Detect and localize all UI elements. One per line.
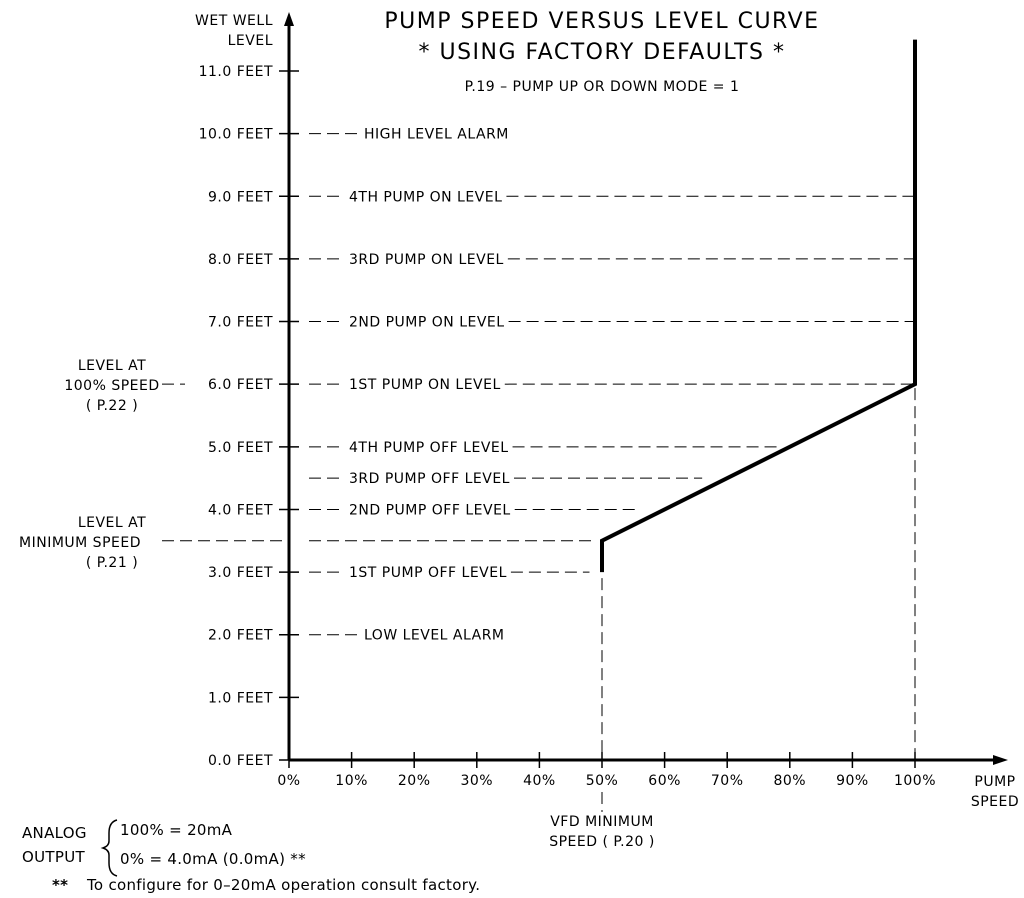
x-tick-label: 0%: [277, 773, 300, 789]
x-axis-title-line-2: SPEED: [971, 794, 1019, 810]
chart-title: PUMP SPEED VERSUS LEVEL CURVE: [384, 9, 819, 34]
y-tick-label: 5.0 FEET: [208, 440, 273, 456]
footnote-text: To configure for 0–20mA operation consul…: [86, 876, 480, 894]
y-axis-title-line-2: LEVEL: [228, 33, 273, 49]
x-tick-label: 80%: [773, 773, 806, 789]
vfd-min-label-line-2: SPEED ( P.20 ): [549, 834, 655, 850]
level-100-label-line-1: LEVEL AT: [78, 358, 146, 374]
level-label: 3RD PUMP OFF LEVEL: [349, 471, 510, 487]
y-axis-arrow-icon: [284, 12, 294, 26]
level-min-label-line-3: ( P.21 ): [86, 555, 138, 571]
y-tick-label: 9.0 FEET: [208, 189, 273, 205]
level-label: HIGH LEVEL ALARM: [364, 127, 509, 143]
analog-high-text: 100% = 20mA: [120, 821, 233, 839]
y-tick-label: 11.0 FEET: [199, 64, 273, 80]
level-label: 4TH PUMP OFF LEVEL: [349, 440, 509, 456]
x-tick-label: 50%: [586, 773, 619, 789]
x-axis-title-line-1: PUMP: [974, 774, 1015, 790]
footnote-mark: **: [52, 876, 68, 894]
level-label: 4TH PUMP ON LEVEL: [349, 189, 502, 205]
y-axis-title-line-1: WET WELL: [195, 13, 273, 29]
x-tick-label: 70%: [711, 773, 744, 789]
analog-low-text: 0% = 4.0mA (0.0mA) **: [120, 850, 306, 868]
vfd-min-label-line-1: VFD MINIMUM: [550, 814, 654, 830]
analog-label-line-1: ANALOG: [22, 824, 87, 842]
level-100-label-line-3: ( P.22 ): [86, 398, 138, 414]
chart-subtitle: * USING FACTORY DEFAULTS *: [418, 40, 785, 65]
x-tick-label: 20%: [398, 773, 431, 789]
y-tick-label: 2.0 FEET: [208, 628, 273, 644]
x-tick-label: 30%: [460, 773, 493, 789]
analog-label-line-2: OUTPUT: [22, 848, 85, 866]
y-tick-label: 1.0 FEET: [208, 690, 273, 706]
x-axis-arrow-icon: [993, 755, 1008, 765]
y-tick-label: 8.0 FEET: [208, 252, 273, 268]
level-min-label-line-2: MINIMUM SPEED: [19, 535, 141, 551]
level-label: 1ST PUMP ON LEVEL: [349, 377, 501, 393]
x-tick-label: 10%: [335, 773, 368, 789]
y-tick-label: 3.0 FEET: [208, 565, 273, 581]
pump-speed-curve: [600, 39, 917, 573]
analog-brace-icon: [100, 819, 118, 877]
x-tick-label: 100%: [894, 773, 936, 789]
x-tick-label: 60%: [648, 773, 681, 789]
level-label: LOW LEVEL ALARM: [364, 628, 505, 644]
level-label: 2ND PUMP ON LEVEL: [349, 315, 505, 331]
y-tick-label: 10.0 FEET: [199, 127, 273, 143]
mode-note: P.19 – PUMP UP OR DOWN MODE = 1: [465, 79, 740, 95]
level-100-label-line-2: 100% SPEED: [64, 378, 159, 394]
y-tick-label: 7.0 FEET: [208, 315, 273, 331]
level-label: 2ND PUMP OFF LEVEL: [349, 502, 511, 518]
y-tick-label: 0.0 FEET: [208, 753, 273, 769]
y-tick-label: 6.0 FEET: [208, 377, 273, 393]
y-tick-label: 4.0 FEET: [208, 502, 273, 518]
level-label: 3RD PUMP ON LEVEL: [349, 252, 504, 268]
level-min-label-line-1: LEVEL AT: [78, 515, 146, 531]
x-tick-label: 40%: [523, 773, 556, 789]
level-label: 1ST PUMP OFF LEVEL: [349, 565, 507, 581]
x-tick-label: 90%: [836, 773, 869, 789]
